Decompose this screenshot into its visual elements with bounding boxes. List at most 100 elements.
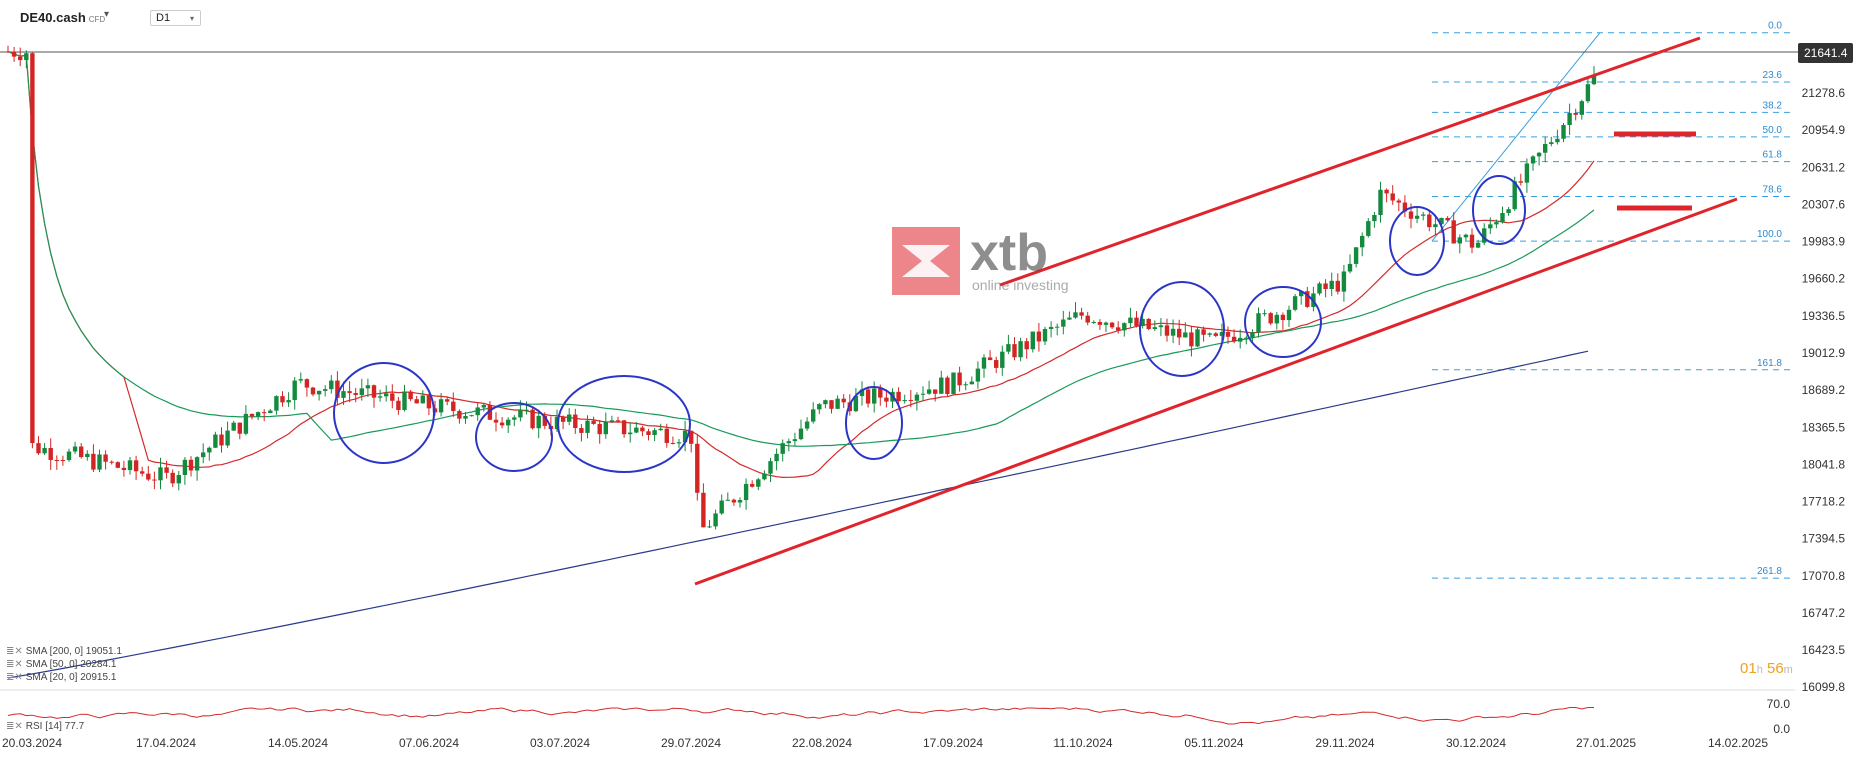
symbol-name[interactable]: DE40.cash CFD [20,10,106,25]
candle-body [1030,331,1035,350]
candle-body [457,410,462,419]
candle-body [530,409,535,429]
candle-body [5,51,11,53]
candle-body [213,434,218,448]
candle-body [682,430,688,443]
candle-body [865,389,871,404]
candle-body [1445,217,1450,221]
candle-body [481,405,486,408]
candle-body [341,391,346,398]
candle-body [713,513,718,527]
candle-body [1366,221,1371,236]
candle-body [1195,329,1200,347]
candle-body [103,454,108,462]
candle-body [414,399,419,404]
candle-body [1530,156,1536,164]
candle-body [957,372,962,386]
candle-body [1567,112,1572,125]
candle-body [750,483,755,487]
date-tick-label: 22.08.2024 [792,736,852,750]
candle-body [109,461,114,463]
candle-body [188,459,194,471]
timeframe-select[interactable]: D1 ▾ [150,10,201,26]
candle-body [872,388,877,404]
sma-line [7,51,1595,479]
candle-body [1048,326,1054,330]
candle-body [262,412,267,414]
svg-text:xtb: xtb [970,224,1048,282]
date-tick-label: 14.05.2024 [268,736,328,750]
candle-body [1555,138,1560,143]
candle-body [646,431,651,435]
rsi-line [7,707,1594,725]
candle-body [438,399,444,413]
candle-body [310,387,316,395]
highlight-circle [333,362,435,464]
candle-body [1323,283,1328,290]
settings-icon[interactable]: ≣✕ [6,672,23,683]
candle-body [811,409,816,422]
candle-body [737,500,743,503]
candle-body [914,394,920,401]
candle-body [652,430,657,435]
candle-body [591,420,596,424]
candle-body [329,380,334,390]
chevron-down-icon[interactable]: ▾ [104,9,110,20]
price-tick-label: 17070.8 [1802,569,1846,583]
settings-icon[interactable]: ≣✕ [6,659,23,670]
candle-body [384,393,389,397]
candle-body [994,360,999,368]
candle-body [1079,312,1084,316]
date-tick-label: 29.11.2024 [1315,736,1374,750]
indicator-sma-200[interactable]: ≣✕ SMA [200, 0] 19051.1 [6,646,122,657]
fib-level-label: 61.8 [1763,150,1783,161]
candle-body [30,53,35,444]
trend-channel [694,36,1738,586]
candle-body [1482,228,1487,243]
candle-body [1213,333,1218,336]
indicator-rsi[interactable]: ≣✕ RSI [14] 77.7 [6,721,85,732]
price-tick-label: 20631.2 [1802,160,1846,174]
highlight-circles [333,175,1526,473]
candle-body [1055,326,1060,328]
candle-body [158,467,163,481]
candle-body [377,396,383,398]
candle-body [1512,181,1517,210]
candle-body [48,447,53,461]
indicator-sma-50[interactable]: ≣✕ SMA [50, 0] 20284.1 [6,659,117,670]
date-axis: 20.03.2024 17.04.2024 14.05.2024 07.06.2024… [2,736,1768,750]
candle-body [756,479,761,487]
candle-body [237,422,242,434]
rsi-level-label: 70.0 [1767,697,1791,711]
candle-body [1329,280,1334,290]
candle-body [11,51,17,57]
candle-body [579,428,584,433]
candle-body [1201,329,1206,335]
candle-body [1543,144,1548,153]
candle-body [127,460,133,471]
candle-body [1097,321,1103,325]
fibonacci-levels: 0.0 23.6 38.2 50.0 61.8 78.6 100.0 161.8 261.8 [1431,21,1795,579]
candle-body [133,460,139,472]
price-tick-label: 17394.5 [1802,532,1846,546]
date-tick-label: 07.06.2024 [399,736,459,750]
candle-body [792,439,798,442]
candle-body [615,420,621,422]
settings-icon[interactable]: ≣✕ [6,721,23,732]
symbol-type-badge: CFD [88,15,106,24]
candle-body [225,430,230,446]
xtb-logo: xtb online investing [892,224,1069,295]
price-tick-label: 21278.6 [1802,86,1846,100]
settings-icon[interactable]: ≣✕ [6,646,23,657]
indicator-sma-20[interactable]: ≣✕ SMA [20, 0] 20915.1 [6,672,117,683]
sma-200-line [7,350,1589,679]
candle-body [1006,344,1011,352]
candle-body [554,416,560,430]
candle-body [1122,323,1127,331]
candle-body [670,442,676,444]
candle-body [841,398,846,403]
candle-body [1170,328,1176,336]
candle-body [1494,222,1499,225]
candle-body [280,396,285,403]
